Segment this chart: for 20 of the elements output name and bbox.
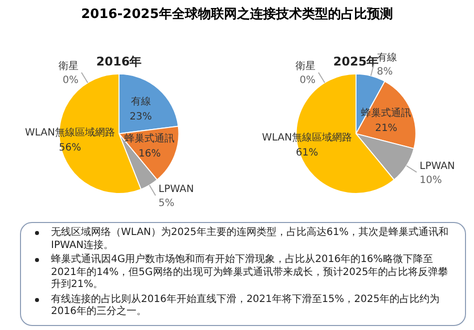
category-label: 衛星 (294, 61, 315, 72)
data-label: 21% (374, 123, 397, 134)
text: 0% (299, 75, 315, 86)
slice-label: LPWAN (419, 160, 454, 172)
slice-label: LPWAN (158, 184, 194, 196)
text: 蜂巢式通讯因4G用户数市场饱和而有开始下滑现象，占比从2016年的16%略微下降至2021年的14%，但5G网络的出现可为蜂巢式通讯带来成长，预计2025年的占比将反弹攀升到21%。 (51, 254, 450, 292)
data-label: 23% (129, 112, 152, 123)
data-label: 16% (138, 148, 160, 160)
text: 0% (62, 75, 78, 86)
text: 有线连接的占比则从2016年开始直线下滑，2021年将下滑至15%，2025年的占比约为2016年的三分之一。 (51, 294, 441, 318)
chart-subtitle: 2025年 (332, 54, 378, 68)
data-label: 10% (419, 174, 442, 186)
slice-label: 蜂巢式通訊 (124, 132, 174, 144)
category-label: 衛星 (58, 61, 78, 72)
data-label: 8% (376, 66, 392, 78)
slice-label: 有線 (130, 96, 150, 108)
text: 无线区域网络（WLAN）为2025年主要的连网类型，占比高达61%，其次是蜂巢式通讯和IPWAN连接。 (51, 227, 450, 252)
text: 2016-2025年全球物联网之连接技术类型的占比预测 (80, 6, 394, 24)
data-label: 5% (158, 198, 174, 210)
chart-subtitle: 2016年 (96, 54, 142, 68)
